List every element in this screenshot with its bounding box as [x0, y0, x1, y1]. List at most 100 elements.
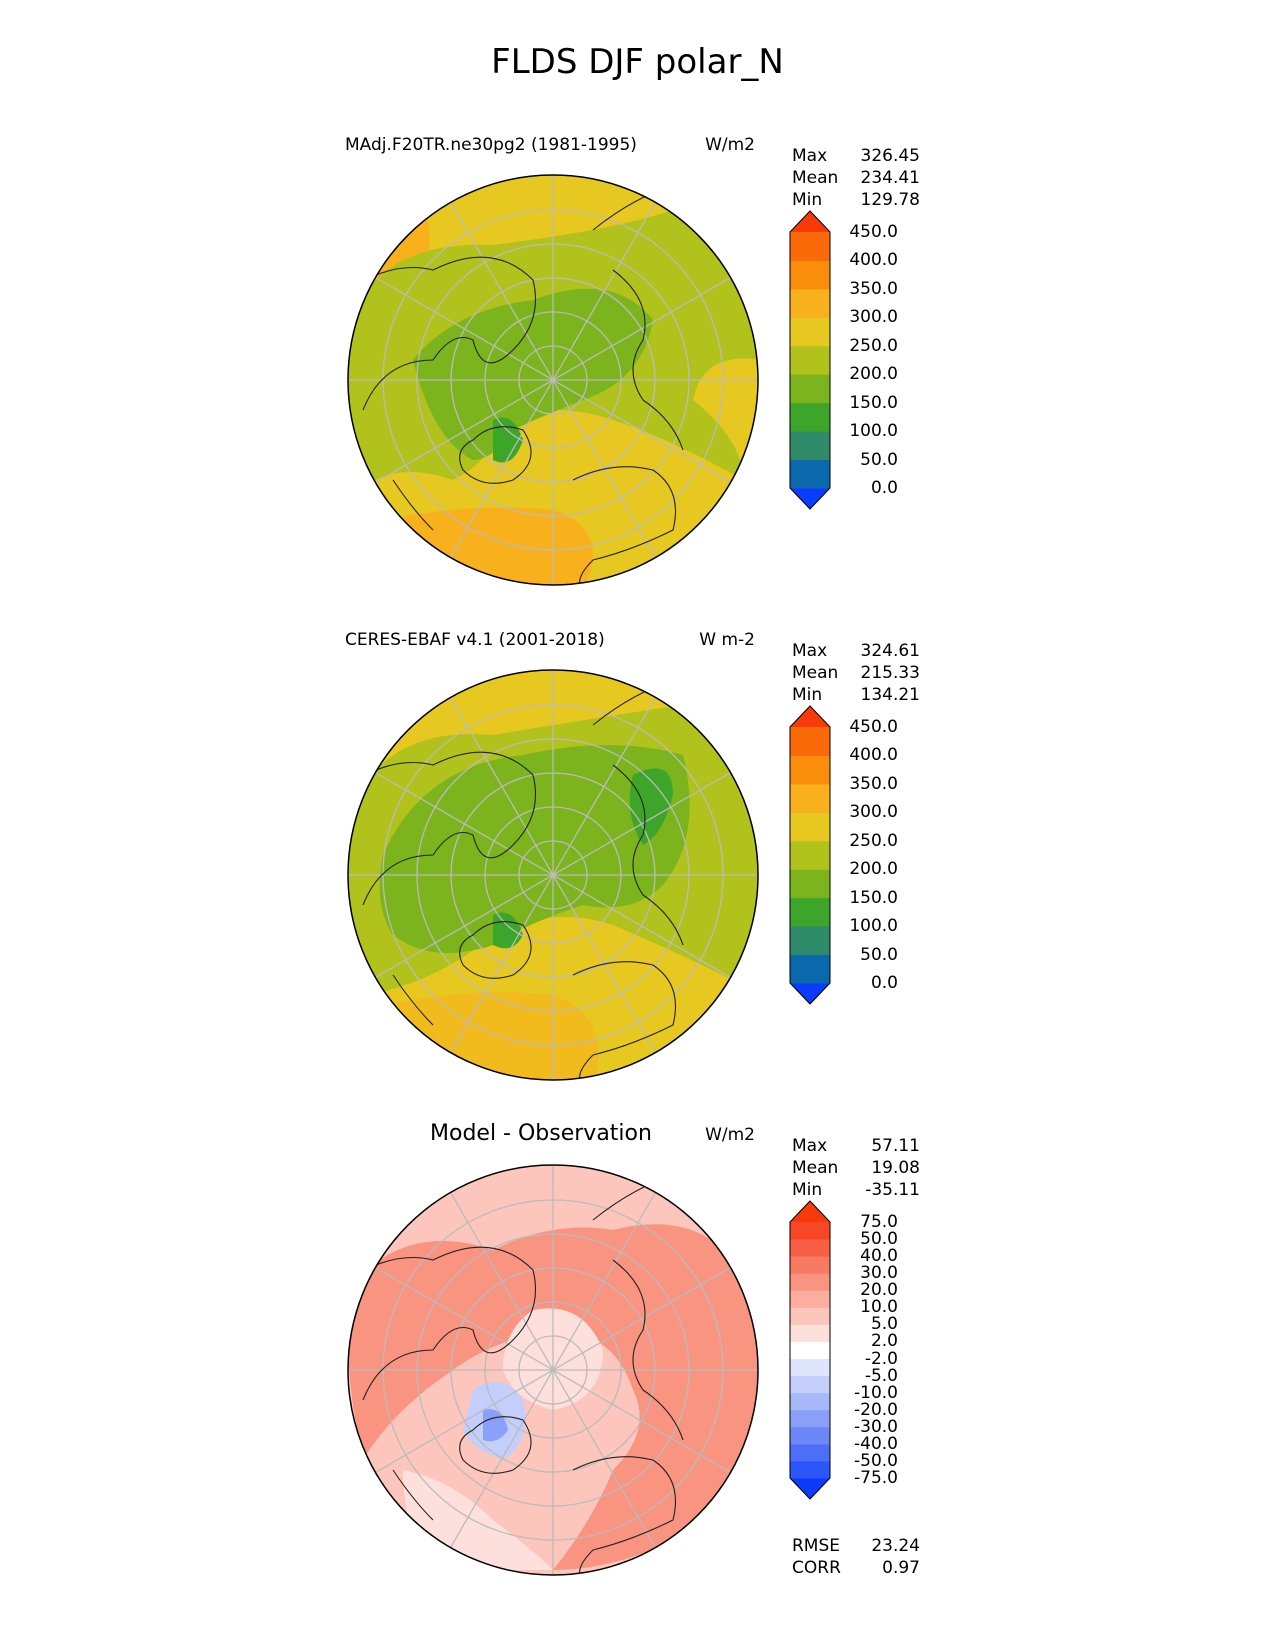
- colorbar-tick-label: 100.0: [849, 916, 898, 937]
- colorbar-tick-label: -75.0: [854, 1468, 898, 1488]
- skill-stats: RMSE 23.24 CORR 0.97: [792, 1535, 920, 1579]
- colorbar-segment: [790, 1409, 830, 1428]
- colorbar-tick-label: -30.0: [854, 1416, 898, 1437]
- figure-title: FLDS DJF polar_N: [491, 42, 784, 82]
- stat-label: Max: [792, 1136, 828, 1156]
- stat-max: 324.61: [860, 641, 920, 661]
- colorbar-tick-label: -50.0: [854, 1450, 898, 1471]
- colorbar-tick-label: 450.0: [849, 222, 898, 242]
- panel-units: W m-2: [699, 630, 755, 650]
- stat-label: Min: [792, 190, 823, 210]
- polar-map-diff: [347, 1164, 759, 1576]
- colorbar-tick-label: 250.0: [849, 830, 898, 851]
- colorbar-segment: [790, 288, 830, 318]
- colorbar-tick-label: 450.0: [849, 717, 898, 737]
- stat-max: 326.45: [860, 146, 920, 166]
- colorbar-segment: [790, 926, 830, 956]
- colorbar-labels: -75.0 -50.0 -40.0 -30.0 -20.0 -10.0 -5.0 -2.0 2.…: [838, 1200, 898, 1500]
- rmse-label: RMSE: [792, 1536, 841, 1556]
- colorbar-segment: [790, 897, 830, 927]
- stat-label: Max: [792, 146, 828, 166]
- panel-title: Model - Observation: [430, 1121, 652, 1146]
- colorbar-segment: [790, 374, 830, 404]
- stat-max: 57.11: [871, 1136, 920, 1156]
- stats-box: Max 326.45 Mean 234.41 Min 129.78: [792, 145, 920, 211]
- colorbar-segment: [790, 1375, 830, 1394]
- stats-box: Max 324.61 Mean 215.33 Min 134.21: [792, 640, 920, 706]
- stat-label: Min: [792, 685, 823, 705]
- colorbar-extend-max: [790, 706, 830, 727]
- colorbar-segment: [790, 1460, 830, 1479]
- colorbar-segment: [790, 1426, 830, 1445]
- colorbar-segment: [790, 755, 830, 785]
- colorbar-tick-label: 150.0: [849, 887, 898, 908]
- colorbar-tick-label: 400.0: [849, 250, 898, 271]
- colorbar-tick-label: 400.0: [849, 745, 898, 766]
- colorbar-segment: [790, 1358, 830, 1377]
- colorbar-extend-max: [790, 211, 830, 232]
- colorbar-tick-label: 350.0: [849, 773, 898, 794]
- colorbar-segment: [790, 1392, 830, 1411]
- colorbar-tick-label: 100.0: [849, 421, 898, 442]
- colorbar-outline: [789, 705, 831, 1005]
- panel-units: W/m2: [705, 135, 755, 155]
- colorbar-segment: [790, 1324, 830, 1342]
- colorbar-segment: [790, 1239, 830, 1257]
- colorbar-tick-label: 300.0: [849, 307, 898, 328]
- panel-diff: Model - Observation W/m2 Max 57.11 Mean 19…: [0, 1121, 1275, 1595]
- colorbar-segment: [790, 954, 830, 984]
- stats-box: Max 57.11 Mean 19.08 Min -35.11: [792, 1135, 920, 1201]
- corr-label: CORR: [792, 1558, 841, 1578]
- colorbar-tick-label: 250.0: [849, 335, 898, 356]
- stat-min: -35.11: [865, 1180, 920, 1200]
- colorbar-outline: [789, 1200, 831, 1500]
- colorbar-segment: [790, 727, 830, 756]
- colorbar-extend-min: [790, 488, 830, 509]
- colorbar-labels: 0.0 50.0 100.0 150.0 200.0 250.0 300.0 350.0 400…: [838, 210, 898, 510]
- colorbar-segment: [790, 1256, 830, 1274]
- colorbar-tick-label: -2.0: [864, 1348, 898, 1369]
- colorbar-tick-label: -10.0: [854, 1382, 898, 1403]
- colorbar-tick-label: 300.0: [849, 802, 898, 823]
- colorbar-tick-label: 50.0: [860, 1229, 898, 1250]
- colorbar-segment: [790, 840, 830, 870]
- colorbar-tick-label: 40.0: [860, 1246, 898, 1267]
- colorbar-tick-label: -5.0: [864, 1365, 898, 1386]
- panel-title: CERES-EBAF v4.1 (2001-2018): [345, 630, 605, 650]
- colorbar-tick-label: 20.0: [860, 1280, 898, 1301]
- colorbar-segment: [790, 1341, 830, 1360]
- colorbar-tick-label: 0.0: [870, 973, 898, 993]
- colorbar-tick-label: -20.0: [854, 1399, 898, 1420]
- colorbar-tick-label: 2.0: [870, 1331, 898, 1352]
- colorbar-segment: [790, 1273, 830, 1291]
- stat-label: Max: [792, 641, 828, 661]
- stat-label: Min: [792, 1180, 823, 1200]
- polar-map-obs: [347, 669, 759, 1081]
- stat-mean: 215.33: [860, 663, 920, 683]
- colorbar-extend-min: [790, 1478, 830, 1499]
- colorbar-outline: [789, 210, 831, 510]
- stat-mean: 234.41: [860, 168, 920, 188]
- colorbar-labels: 0.0 50.0 100.0 150.0 200.0 250.0 300.0 350.0 400…: [838, 705, 898, 1005]
- corr-value: 0.97: [882, 1558, 920, 1578]
- colorbar-tick-label: 5.0: [870, 1314, 898, 1335]
- colorbar-tick-label: 350.0: [849, 278, 898, 299]
- stat-min: 129.78: [860, 190, 920, 210]
- stat-mean: 19.08: [871, 1158, 920, 1178]
- colorbar-tick-label: 75.0: [860, 1212, 898, 1232]
- colorbar-extend-max: [790, 1201, 830, 1222]
- colorbar-tick-label: 150.0: [849, 392, 898, 413]
- colorbar-extend-min: [790, 983, 830, 1004]
- panel-model: MAdj.F20TR.ne30pg2 (1981-1995) W/m2 Max 3…: [0, 135, 1275, 605]
- colorbar-tick-label: 0.0: [870, 478, 898, 498]
- rmse-value: 23.24: [871, 1536, 920, 1556]
- colorbar-segment: [790, 1307, 830, 1325]
- stat-label: Mean: [792, 1158, 839, 1178]
- colorbar-tick-label: 200.0: [849, 364, 898, 385]
- colorbar-segment: [790, 345, 830, 375]
- colorbar-segment: [790, 783, 830, 813]
- panel-obs: CERES-EBAF v4.1 (2001-2018) W m-2 Max 324…: [0, 630, 1275, 1100]
- colorbar-obs: [789, 705, 831, 1005]
- colorbar-segment: [790, 459, 830, 489]
- colorbar-segment: [790, 232, 830, 261]
